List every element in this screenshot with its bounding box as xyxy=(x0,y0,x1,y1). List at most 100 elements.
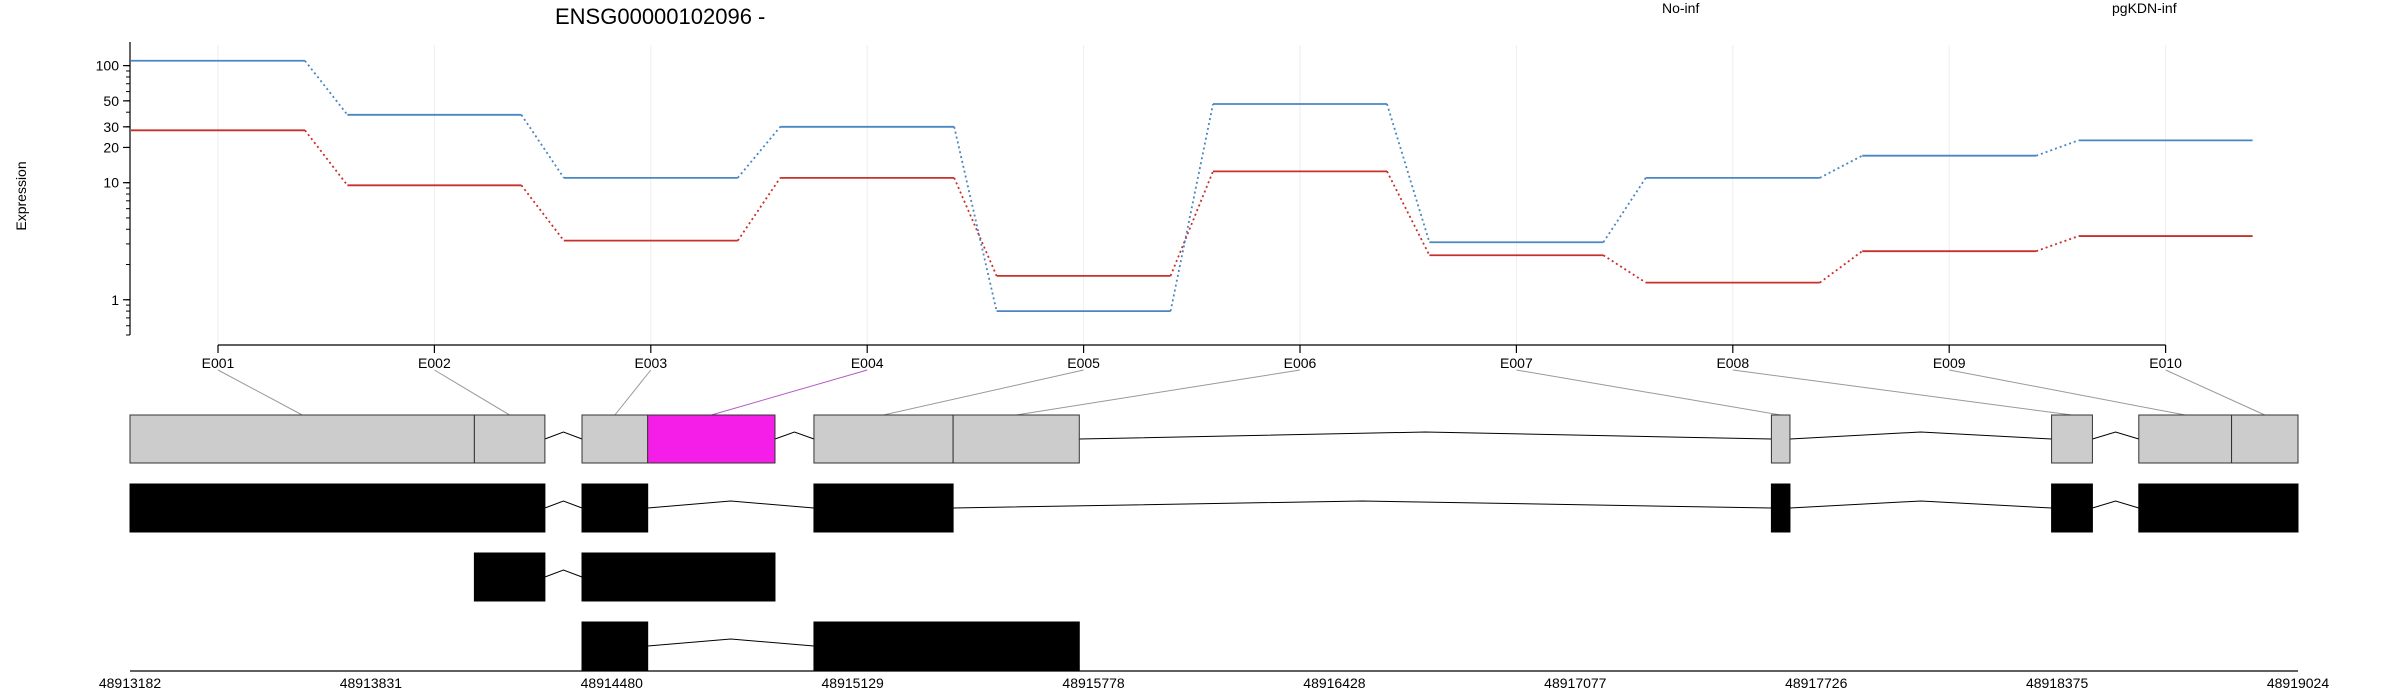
series-connector-no-inf xyxy=(304,129,349,186)
y-tick-label-30: 30 xyxy=(103,119,119,135)
exon-block xyxy=(2051,414,2093,464)
link-e004 xyxy=(711,369,868,416)
exon-block xyxy=(581,552,776,602)
intron-line xyxy=(647,500,814,509)
exon-block xyxy=(813,414,954,464)
intron-line xyxy=(1079,431,1772,440)
link-e002 xyxy=(434,369,510,416)
series-lines xyxy=(131,59,2253,313)
y-tick-label-10: 10 xyxy=(103,175,119,191)
y-tick-label-1: 1 xyxy=(111,292,119,308)
genomic-tick-label-2: 48914480 xyxy=(581,675,644,691)
x-tick-label-e005: E005 xyxy=(1067,355,1100,371)
intron-line xyxy=(2092,431,2139,440)
link-e007 xyxy=(1516,369,1781,416)
exon-block xyxy=(129,483,546,533)
series-connector-no-inf xyxy=(1819,250,1863,284)
intron-line xyxy=(774,431,815,440)
link-e010 xyxy=(2165,369,2265,416)
link-e001 xyxy=(217,369,303,416)
series-pgkdn-inf xyxy=(131,59,2253,313)
intron-line xyxy=(1789,431,2052,440)
exon-block xyxy=(813,483,954,533)
intron-line xyxy=(953,500,1772,509)
genomic-tick-label-4: 48915778 xyxy=(1062,675,1125,691)
grid-lines xyxy=(217,45,2167,345)
y-axis-label: Expression xyxy=(13,161,29,230)
legend-pgkdn-inf: pgKDN-inf xyxy=(2112,0,2177,16)
exon-block xyxy=(2138,483,2299,533)
series-connector-pgkdn-inf xyxy=(953,126,998,312)
exon-block xyxy=(581,414,649,464)
series-connector-no-inf xyxy=(520,184,565,242)
series-connector-no-inf xyxy=(1386,170,1431,256)
series-connector-pgkdn-inf xyxy=(2035,139,2079,157)
genomic-tick-label-3: 48915129 xyxy=(822,675,885,691)
y-tick-label-100: 100 xyxy=(96,58,120,74)
series-connector-pgkdn-inf xyxy=(737,126,781,179)
link-e005 xyxy=(883,369,1084,416)
genomic-tick-label-8: 48918375 xyxy=(2026,675,2089,691)
intron-line xyxy=(544,569,583,578)
transcript-row-2 xyxy=(473,552,776,602)
series-no-inf xyxy=(131,129,2253,284)
genomic-tick-label-5: 48916428 xyxy=(1303,675,1366,691)
exon-block xyxy=(473,414,546,464)
x-tick-label-e006: E006 xyxy=(1284,355,1317,371)
exon-block xyxy=(581,483,649,533)
genomic-tick-label-0: 48913182 xyxy=(99,675,162,691)
chart-title: ENSG00000102096 - xyxy=(555,4,765,29)
series-connector-pgkdn-inf xyxy=(1386,103,1431,243)
axes: 1 10 20 30 50 100 E001 E002 E003 E004 E005 E006 E007… xyxy=(96,42,2182,371)
genomic-tick-label-1: 48913831 xyxy=(340,675,403,691)
exon-block xyxy=(2051,483,2093,533)
series-connector-no-inf xyxy=(1169,171,1214,277)
genomic-tick-label-7: 48917726 xyxy=(1785,675,1848,691)
y-tick-label-50: 50 xyxy=(103,93,119,109)
genomic-tick-label-9: 48919024 xyxy=(2267,675,2330,691)
series-connector-pgkdn-inf xyxy=(1169,103,1214,312)
exon-block xyxy=(581,621,649,671)
x-tick-label-e003: E003 xyxy=(634,355,667,371)
transcript-row-3 xyxy=(581,621,1080,671)
transcript-row-1 xyxy=(129,483,2299,533)
legend-no-inf: No-inf xyxy=(1662,0,1699,16)
exon-block xyxy=(952,414,1080,464)
exon-block xyxy=(2231,414,2299,464)
link-e008 xyxy=(1732,369,2073,416)
y-tick-label-20: 20 xyxy=(103,139,119,155)
series-connector-no-inf xyxy=(737,177,781,242)
exon-block xyxy=(473,552,546,602)
x-tick-label-e009: E009 xyxy=(1933,355,1966,371)
intron-line xyxy=(544,431,583,440)
exon-block xyxy=(813,621,1080,671)
intron-line xyxy=(1789,500,2052,509)
exon-block xyxy=(129,414,475,464)
exon-block xyxy=(647,414,776,464)
series-connector-no-inf xyxy=(2035,235,2079,253)
link-e003 xyxy=(614,369,652,416)
gene-model xyxy=(129,414,2299,671)
genomic-tick-label-6: 48917077 xyxy=(1544,675,1607,691)
link-e009 xyxy=(1949,369,2186,416)
x-tick-label-e002: E002 xyxy=(418,355,451,371)
intron-line xyxy=(544,500,583,509)
series-connector-pgkdn-inf xyxy=(304,60,349,116)
series-connector-pgkdn-inf xyxy=(1602,177,1647,243)
exon-model-row xyxy=(129,414,2299,464)
x-tick-label-e010: E010 xyxy=(2149,355,2182,371)
x-tick-label-e007: E007 xyxy=(1500,355,1533,371)
intron-line xyxy=(647,638,814,647)
x-tick-label-e004: E004 xyxy=(851,355,884,371)
exon-block xyxy=(1770,414,1791,464)
series-connector-pgkdn-inf xyxy=(1819,154,1863,179)
intron-line xyxy=(2092,500,2139,509)
link-e006 xyxy=(1016,369,1301,416)
exon-block xyxy=(2138,414,2233,464)
genomic-axis: 48913182 48913831 48914480 48915129 48915778… xyxy=(99,670,2330,691)
series-connector-no-inf xyxy=(953,177,998,277)
x-tick-label-e008: E008 xyxy=(1716,355,1749,371)
exon-block xyxy=(1770,483,1791,533)
exon-link-lines xyxy=(217,369,2265,416)
